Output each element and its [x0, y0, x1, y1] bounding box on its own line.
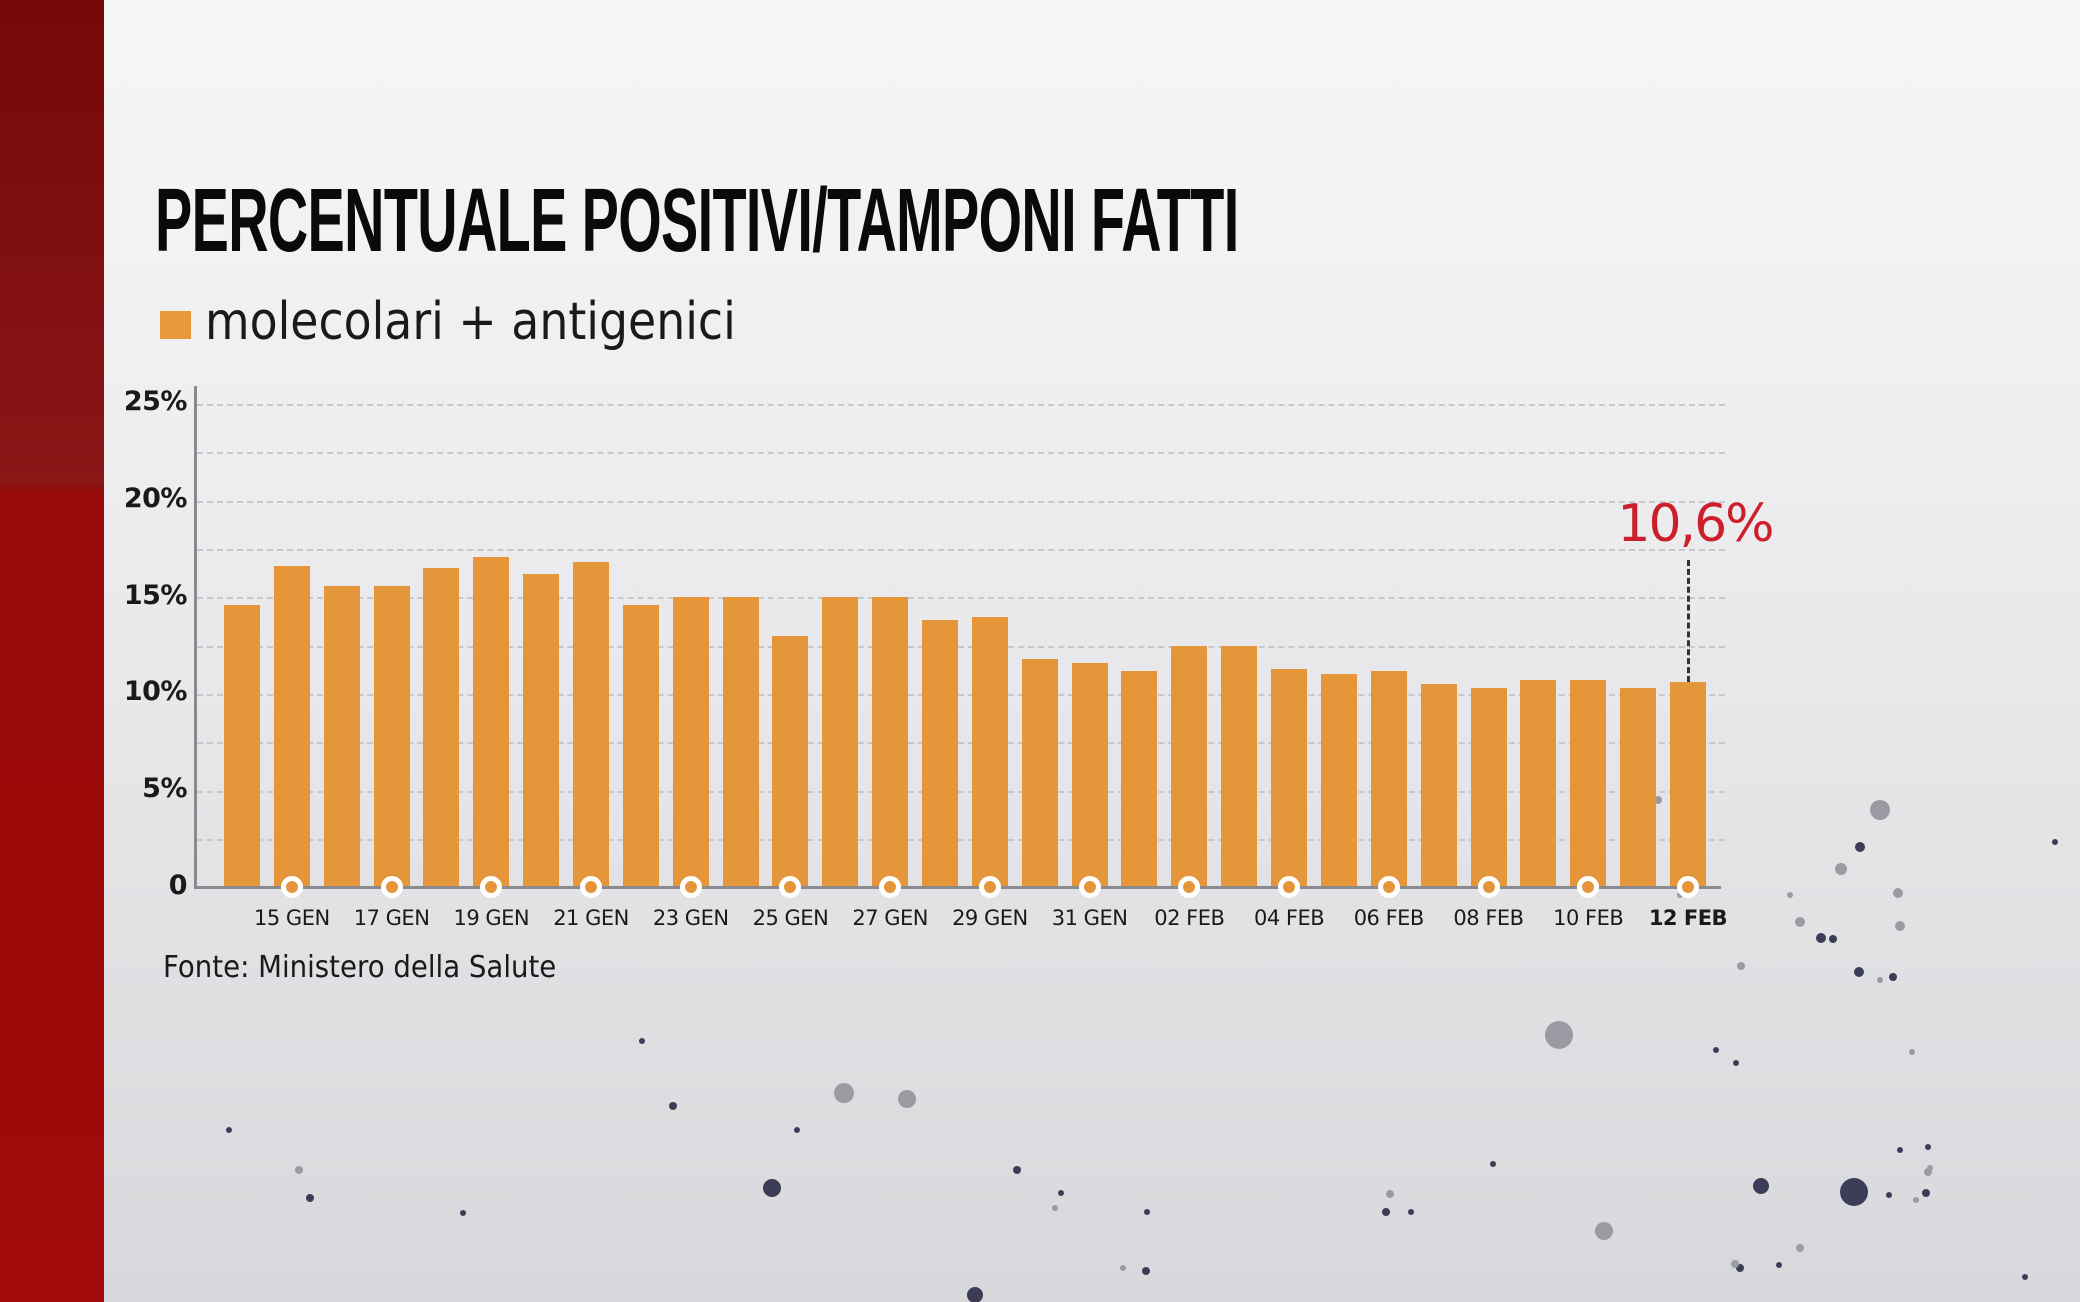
- gridline: [197, 646, 1725, 648]
- bar: [922, 620, 959, 887]
- y-axis: [194, 386, 197, 889]
- bar: [523, 574, 560, 887]
- bar: [1470, 688, 1507, 887]
- x-tick-label: 27 GEN: [852, 906, 928, 930]
- bar: [1171, 645, 1208, 887]
- bar: [971, 616, 1008, 887]
- x-tick-marker: [1676, 876, 1699, 898]
- x-axis: [194, 886, 1721, 889]
- x-tick-marker: [1278, 876, 1301, 898]
- bar: [1071, 662, 1108, 887]
- x-tick-label: 23 GEN: [652, 906, 729, 930]
- x-tick-label: 08 FEB: [1453, 906, 1524, 930]
- bar: [373, 585, 410, 887]
- x-tick-marker: [380, 876, 403, 898]
- x-tick-label: 04 FEB: [1253, 906, 1325, 930]
- y-tick-label: 25%: [123, 386, 188, 417]
- gridline: [197, 742, 1725, 744]
- bar: [1370, 670, 1407, 887]
- x-tick-marker: [978, 876, 1001, 898]
- x-tick-marker: [1377, 876, 1400, 898]
- annotation-dashed-line: [1687, 560, 1690, 682]
- left-red-strip: [0, 0, 104, 1302]
- bar: [1121, 670, 1158, 887]
- bar: [822, 597, 859, 887]
- legend: molecolari + antigenici: [160, 292, 808, 352]
- bar: [323, 585, 360, 887]
- x-tick-label: 19 GEN: [453, 906, 530, 930]
- legend-label: molecolari + antigenici: [205, 292, 736, 352]
- gridline: [197, 839, 1725, 841]
- gridline: [197, 694, 1725, 696]
- x-tick-label: 06 FEB: [1353, 906, 1425, 930]
- x-tick-label: 31 GEN: [1051, 906, 1128, 930]
- bar: [772, 635, 809, 887]
- x-tick-label: 02 FEB: [1154, 906, 1225, 930]
- bar: [722, 597, 759, 887]
- gridline: [197, 791, 1725, 793]
- x-tick-marker: [1577, 876, 1600, 898]
- x-tick-label: 29 GEN: [952, 906, 1028, 930]
- x-tick-label: 10 FEB: [1553, 906, 1624, 930]
- bar: [573, 562, 610, 887]
- gridline: [197, 597, 1725, 599]
- gridline: [197, 452, 1725, 454]
- bar: [273, 566, 310, 887]
- chart-title: PERCENTUALE POSITIVI/TAMPONI FATTI: [155, 171, 1239, 271]
- gridline: [197, 549, 1725, 551]
- bar: [872, 597, 909, 887]
- gridline: [197, 404, 1725, 406]
- x-tick-label: 15 GEN: [254, 906, 330, 930]
- x-tick-marker: [280, 876, 303, 898]
- legend-swatch: [160, 311, 191, 339]
- x-tick-marker: [679, 876, 702, 898]
- bar: [473, 556, 510, 887]
- x-tick-marker: [480, 876, 503, 898]
- bar: [1620, 688, 1657, 887]
- bar: [423, 568, 460, 887]
- y-tick-label: 20%: [123, 483, 188, 514]
- source-note: Fonte: Ministero della Salute: [163, 950, 557, 985]
- y-tick-label: 0: [168, 870, 188, 901]
- bar: [672, 597, 709, 887]
- y-tick-label: 15%: [123, 580, 188, 611]
- y-tick-label: 5%: [142, 773, 187, 804]
- bar: [1271, 668, 1308, 887]
- x-tick-marker: [779, 876, 802, 898]
- bar: [1570, 680, 1607, 887]
- x-tick-marker: [580, 876, 603, 898]
- x-tick-label: 21 GEN: [553, 906, 629, 930]
- y-tick-label: 10%: [123, 676, 188, 707]
- bar: [1221, 645, 1258, 887]
- bar: [1669, 682, 1706, 887]
- bar: [1520, 680, 1557, 887]
- x-tick-marker: [1477, 876, 1500, 898]
- red-strip-band: [0, 0, 104, 485]
- bar: [622, 604, 659, 887]
- bar: [1021, 659, 1058, 887]
- x-tick-label: 17 GEN: [353, 906, 430, 930]
- bar: [224, 604, 260, 887]
- x-tick-label: 12 FEB: [1648, 906, 1728, 930]
- bar: [1420, 684, 1457, 887]
- gridline: [197, 501, 1725, 503]
- x-tick-marker: [879, 876, 902, 898]
- x-tick-marker: [1178, 876, 1201, 898]
- bar: [1320, 674, 1357, 887]
- x-tick-marker: [1078, 876, 1101, 898]
- x-tick-label: 25 GEN: [752, 906, 829, 930]
- latest-value-annotation: 10,6%: [1617, 494, 1774, 554]
